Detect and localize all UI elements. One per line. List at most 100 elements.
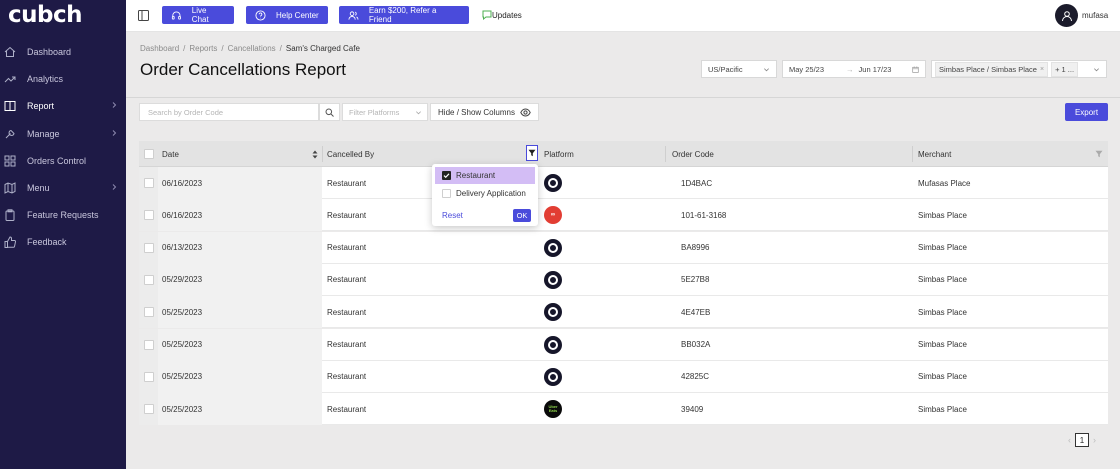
- top-bar: Live Chat Help Center Earn $200, Refer a…: [126, 0, 1120, 32]
- cell-platform: [544, 232, 562, 264]
- wrench-icon: [4, 128, 16, 140]
- cell-merchant: Mufasas Place: [918, 178, 971, 188]
- sidebar-item-feedback[interactable]: Feedback: [0, 228, 126, 255]
- cell-order-code[interactable]: 42825C: [681, 372, 710, 382]
- table-row[interactable]: 05/29/2023 Restaurant 5E27B8 Simbas Place: [139, 263, 1108, 296]
- table-header: Date Cancelled By Platform Order Code Me…: [139, 141, 1108, 167]
- location-more-tag[interactable]: + 1 ...: [1051, 61, 1079, 77]
- chevron-left-icon[interactable]: ‹: [1068, 435, 1071, 445]
- checkbox-checked[interactable]: [442, 171, 451, 180]
- table-row[interactable]: 05/25/2023 Restaurant Uber Eats 39409 Simbas …: [139, 393, 1108, 426]
- divider: [126, 97, 1120, 98]
- cubeh-platform-icon: [544, 303, 562, 322]
- cell-cancelled-by: Restaurant: [327, 404, 367, 414]
- cell-order-code[interactable]: 39409: [681, 404, 704, 414]
- cell-merchant: Simbas Place: [918, 210, 967, 220]
- platform-filter-icon[interactable]: [526, 145, 538, 161]
- cell-order-code[interactable]: BB032A: [681, 340, 711, 349]
- sidebar-item-manage[interactable]: Manage: [0, 120, 126, 147]
- sidebar-item-orders-control[interactable]: Orders Control: [0, 147, 126, 174]
- filter-option-restaurant[interactable]: Restaurant: [435, 167, 535, 184]
- sidebar-item-menu[interactable]: Menu: [0, 174, 126, 201]
- column-header-platform[interactable]: Platform: [544, 149, 574, 159]
- cell-platform: [544, 329, 562, 361]
- row-checkbox[interactable]: [144, 242, 154, 253]
- cell-date: 06/16/2023: [162, 210, 203, 220]
- sidebar-item-analytics[interactable]: Analytics: [0, 65, 126, 92]
- user-icon: [1061, 10, 1072, 21]
- row-checkbox[interactable]: [144, 371, 154, 382]
- help-center-label: Help Center: [276, 10, 319, 20]
- cell-order-code[interactable]: 4E47EB: [681, 307, 711, 317]
- cell-order-code[interactable]: 5E27B8: [681, 275, 710, 285]
- filter-option-delivery-application[interactable]: Delivery Application: [435, 185, 535, 202]
- updates-link[interactable]: Updates: [482, 10, 522, 20]
- sidebar-item-feature-requests[interactable]: Feature Requests: [0, 201, 126, 228]
- page-number[interactable]: 1: [1075, 433, 1089, 447]
- sidebar-item-label: Feedback: [27, 236, 67, 247]
- cell-date: 05/25/2023: [162, 404, 203, 414]
- hide-show-columns-button[interactable]: Hide / Show Columns: [430, 103, 539, 121]
- row-checkbox[interactable]: [144, 178, 154, 188]
- search-input[interactable]: Search by Order Code: [139, 103, 319, 121]
- live-chat-button[interactable]: Live Chat: [162, 6, 234, 24]
- cell-order-code[interactable]: BA8996: [681, 243, 710, 253]
- sort-icon[interactable]: [312, 150, 318, 159]
- location-tag-label: Simbas Place / Simbas Place: [939, 64, 1037, 74]
- cell-order-code[interactable]: 1D4BAC: [681, 178, 713, 188]
- page-title: Order Cancellations Report: [140, 60, 346, 79]
- cell-platform: [544, 296, 562, 328]
- table-row[interactable]: 05/25/2023 Restaurant BB032A Simbas Place: [139, 328, 1108, 361]
- filter-icon[interactable]: [1095, 150, 1103, 158]
- reset-button[interactable]: Reset: [442, 211, 463, 220]
- timezone-select[interactable]: US/Pacific: [701, 60, 777, 78]
- chevron-right-icon[interactable]: ›: [1093, 435, 1096, 445]
- cell-order-code[interactable]: 101-61-3168: [681, 210, 727, 220]
- sidebar-item-label: Orders Control: [27, 155, 87, 166]
- cubeh-platform-icon: [544, 238, 562, 257]
- location-select[interactable]: Simbas Place / Simbas Place × + 1 ...: [931, 60, 1107, 78]
- row-checkbox[interactable]: [144, 307, 154, 318]
- ok-button[interactable]: OK: [513, 209, 531, 222]
- cell-platform: [544, 264, 562, 296]
- sidebar-item-label: Menu: [27, 182, 50, 193]
- row-checkbox[interactable]: [144, 274, 154, 285]
- location-tag[interactable]: Simbas Place / Simbas Place ×: [935, 61, 1049, 77]
- logo[interactable]: cubch: [8, 2, 82, 28]
- hide-show-columns-label: Hide / Show Columns: [438, 107, 515, 117]
- breadcrumb-dashboard[interactable]: Dashboard: [140, 44, 180, 53]
- date-range-picker[interactable]: May 25/23 → Jun 17/23: [782, 60, 926, 78]
- breadcrumb-cancellations[interactable]: Cancellations: [227, 44, 276, 53]
- breadcrumb-reports[interactable]: Reports: [189, 44, 218, 53]
- avatar[interactable]: [1055, 4, 1078, 27]
- row-checkbox[interactable]: [144, 404, 154, 415]
- search-button[interactable]: [319, 103, 340, 121]
- table-row[interactable]: 06/13/2023 Restaurant BA8996 Simbas Place: [139, 231, 1108, 264]
- table-row[interactable]: 05/25/2023 Restaurant 42825C Simbas Place: [139, 360, 1108, 393]
- panel-toggle-icon[interactable]: [138, 10, 149, 21]
- table-row[interactable]: 05/25/2023 Restaurant 4E47EB Simbas Place: [139, 296, 1108, 329]
- help-center-button[interactable]: Help Center: [246, 6, 328, 24]
- export-button[interactable]: Export: [1065, 103, 1108, 121]
- checkbox[interactable]: [442, 189, 451, 198]
- refer-friend-button[interactable]: Earn $200, Refer a Friend: [339, 6, 469, 24]
- cell-platform: Uber Eats: [544, 393, 562, 425]
- filter-option-label: Delivery Application: [456, 189, 526, 198]
- grid-icon: [4, 155, 16, 167]
- close-icon[interactable]: ×: [1039, 65, 1045, 73]
- table-row[interactable]: 06/16/2023 Restaurant 1D4BAC Mufasas Place: [139, 167, 1108, 199]
- column-header-cancelled-by[interactable]: Cancelled By: [327, 149, 375, 159]
- column-header-order-code[interactable]: Order Code: [672, 149, 714, 159]
- cell-cancelled-by: Restaurant: [327, 307, 367, 317]
- sidebar-item-dashboard[interactable]: Dashboard: [0, 38, 126, 65]
- cell-date: 05/25/2023: [162, 307, 203, 317]
- username[interactable]: mufasa: [1082, 11, 1109, 20]
- row-checkbox[interactable]: [144, 210, 154, 221]
- sidebar-item-report[interactable]: Report: [0, 92, 126, 119]
- select-all-checkbox[interactable]: [144, 141, 154, 167]
- column-header-date[interactable]: Date: [162, 149, 179, 159]
- row-checkbox[interactable]: [144, 339, 154, 350]
- filter-platforms-select[interactable]: Filter Platforms: [342, 103, 428, 121]
- table-row[interactable]: 06/16/2023 Restaurant ∞ 101-61-3168 Simbas P…: [139, 199, 1108, 232]
- column-header-merchant[interactable]: Merchant: [918, 149, 952, 159]
